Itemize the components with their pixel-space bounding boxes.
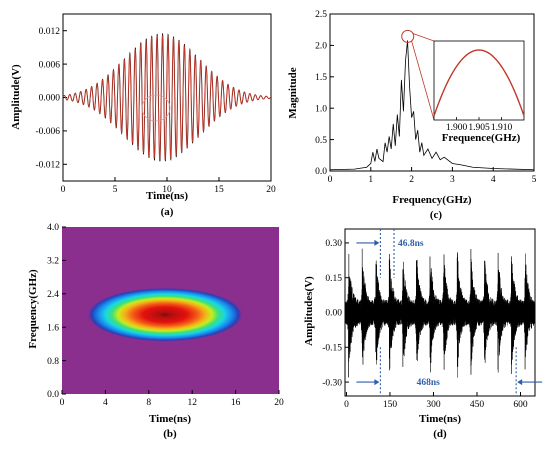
y-tick-label: -0.012 xyxy=(35,161,60,171)
panel-c-series xyxy=(329,40,535,171)
inset-tick-label: 1.905 xyxy=(468,123,490,133)
panel-d-annotations xyxy=(356,229,543,396)
panel-c-ylabel: Magnitude xyxy=(287,67,299,118)
x-tick-label: 0 xyxy=(328,175,333,185)
y-tick-label: 0.8 xyxy=(47,357,59,367)
y-tick-label: 0.15 xyxy=(325,274,342,284)
panel-d-xlabel: Time(ns) xyxy=(419,413,461,425)
panel-b-ticks: 0 4 8 12 16 20 0.0 0.8 1.6 2.4 3.2 4.0 xyxy=(47,223,284,408)
x-tick-label: 600 xyxy=(513,400,528,410)
x-tick-label: 300 xyxy=(426,400,441,410)
x-tick-label: 15 xyxy=(214,185,224,195)
panel-a-ylabel: Amplitude(V) xyxy=(10,64,22,130)
x-tick-label: 12 xyxy=(187,398,197,408)
y-tick-label: 1.5 xyxy=(315,73,327,83)
x-tick-label: 20 xyxy=(266,185,276,195)
panel-c-peak-highlight xyxy=(401,29,415,43)
panel-d-label: (d) xyxy=(433,428,447,440)
panel-a-ticks: 0 5 10 15 20 -0.012 -0.006 0.000 0.006 0.012 xyxy=(35,27,276,195)
span-arrowhead-right xyxy=(517,379,523,386)
x-tick-label: 10 xyxy=(162,185,172,195)
panel-a-amplitude-plot: 0 5 10 15 20 -0.012 -0.006 0.000 0.006 0.012 Time… xyxy=(10,13,276,218)
y-tick-label: 3.2 xyxy=(47,257,59,267)
x-tick-label: 150 xyxy=(383,400,398,410)
panel-c-inset: 1.900 1.905 1.910 Frequence(GHz) xyxy=(433,40,525,144)
panel-c-connector-bottom xyxy=(411,41,435,121)
y-tick-label: -0.15 xyxy=(322,343,342,353)
y-tick-label: 0.00 xyxy=(325,309,342,319)
y-tick-label: 4.0 xyxy=(47,223,59,233)
x-tick-label: 0 xyxy=(344,400,349,410)
y-tick-label: -0.006 xyxy=(35,127,60,137)
panel-c-spectrum-plot: 0 1 2 3 4 5 0.0 0.5 1.0 1.5 2.0 2.5 1.900 1.905 1.910… xyxy=(287,10,537,221)
x-tick-label: 16 xyxy=(231,398,241,408)
panel-c-inset-curve xyxy=(433,49,525,117)
x-tick-label: 8 xyxy=(146,398,151,408)
panel-d-pulse-train: 0 150 300 450 600 -0.30 -0.15 0.00 0.15 0.30 46.8… xyxy=(303,228,543,440)
inset-tick-label: 1.900 xyxy=(446,123,468,133)
y-tick-label: -0.30 xyxy=(322,378,342,388)
y-tick-label: 2.0 xyxy=(315,42,327,52)
panel-d-annotation-span: 468ns xyxy=(417,378,441,388)
x-tick-label: 4 xyxy=(491,175,496,185)
x-tick-label: 3 xyxy=(450,175,455,185)
panel-b-energy-blob xyxy=(86,287,244,342)
panel-d-annotation-period: 46.8ns xyxy=(398,239,424,249)
panel-a-zoom-ellipse xyxy=(141,94,171,122)
y-tick-label: 0.012 xyxy=(39,27,61,37)
panel-c-xlabel: Frequency(GHz) xyxy=(392,194,472,206)
panel-c-plot-area xyxy=(329,13,535,172)
y-tick-label: 2.5 xyxy=(315,10,327,20)
y-tick-label: 0.30 xyxy=(325,239,342,249)
y-tick-label: 1.6 xyxy=(47,323,59,333)
panel-d-ticks: 0 150 300 450 600 -0.30 -0.15 0.00 0.15 0.30 xyxy=(322,239,528,410)
inset-tick-label: 1.910 xyxy=(491,123,513,133)
panel-d-series xyxy=(344,248,536,378)
x-tick-label: 0 xyxy=(61,185,66,195)
panel-b-xlabel: Time(ns) xyxy=(149,413,191,425)
panel-b-spectrogram: 0 4 8 12 16 20 0.0 0.8 1.6 2.4 3.2 4.0 Time(ns) Fre… xyxy=(27,223,284,440)
y-tick-label: 0.5 xyxy=(315,136,327,146)
y-tick-label: 2.4 xyxy=(47,290,59,300)
panel-c-inset-xlabel: Frequence(GHz) xyxy=(442,132,521,144)
panel-c-inset-ticks: 1.900 1.905 1.910 xyxy=(446,117,513,133)
x-tick-label: 0 xyxy=(60,398,65,408)
x-tick-label: 20 xyxy=(274,398,284,408)
x-tick-label: 1 xyxy=(368,175,373,185)
panel-b-ylabel: Frequency(GHz) xyxy=(27,269,39,349)
span-arrowhead-left xyxy=(374,379,380,386)
period-arrowhead-left xyxy=(374,239,380,246)
x-tick-label: 4 xyxy=(103,398,108,408)
y-tick-label: 1.0 xyxy=(315,104,327,114)
panel-a-series-red xyxy=(62,35,272,160)
panel-c-connector-top xyxy=(412,32,435,42)
x-tick-label: 2 xyxy=(409,175,414,185)
panel-a-xlabel: Time(ns) xyxy=(146,190,188,202)
panel-c-label: (c) xyxy=(430,209,443,221)
x-tick-label: 5 xyxy=(113,185,118,195)
panel-d-ylabel: Amplitudes(V) xyxy=(303,276,315,346)
panel-a-label: (a) xyxy=(161,206,174,218)
panel-b-label: (b) xyxy=(163,428,177,440)
panel-c-ticks: 0 1 2 3 4 5 0.0 0.5 1.0 1.5 2.0 2.5 xyxy=(315,10,537,185)
y-tick-label: 0.0 xyxy=(47,390,59,400)
y-tick-label: 0.0 xyxy=(315,167,327,177)
x-tick-label: 450 xyxy=(470,400,485,410)
y-tick-label: 0.000 xyxy=(39,94,61,104)
y-tick-label: 0.006 xyxy=(39,60,61,70)
x-tick-label: 5 xyxy=(532,175,537,185)
